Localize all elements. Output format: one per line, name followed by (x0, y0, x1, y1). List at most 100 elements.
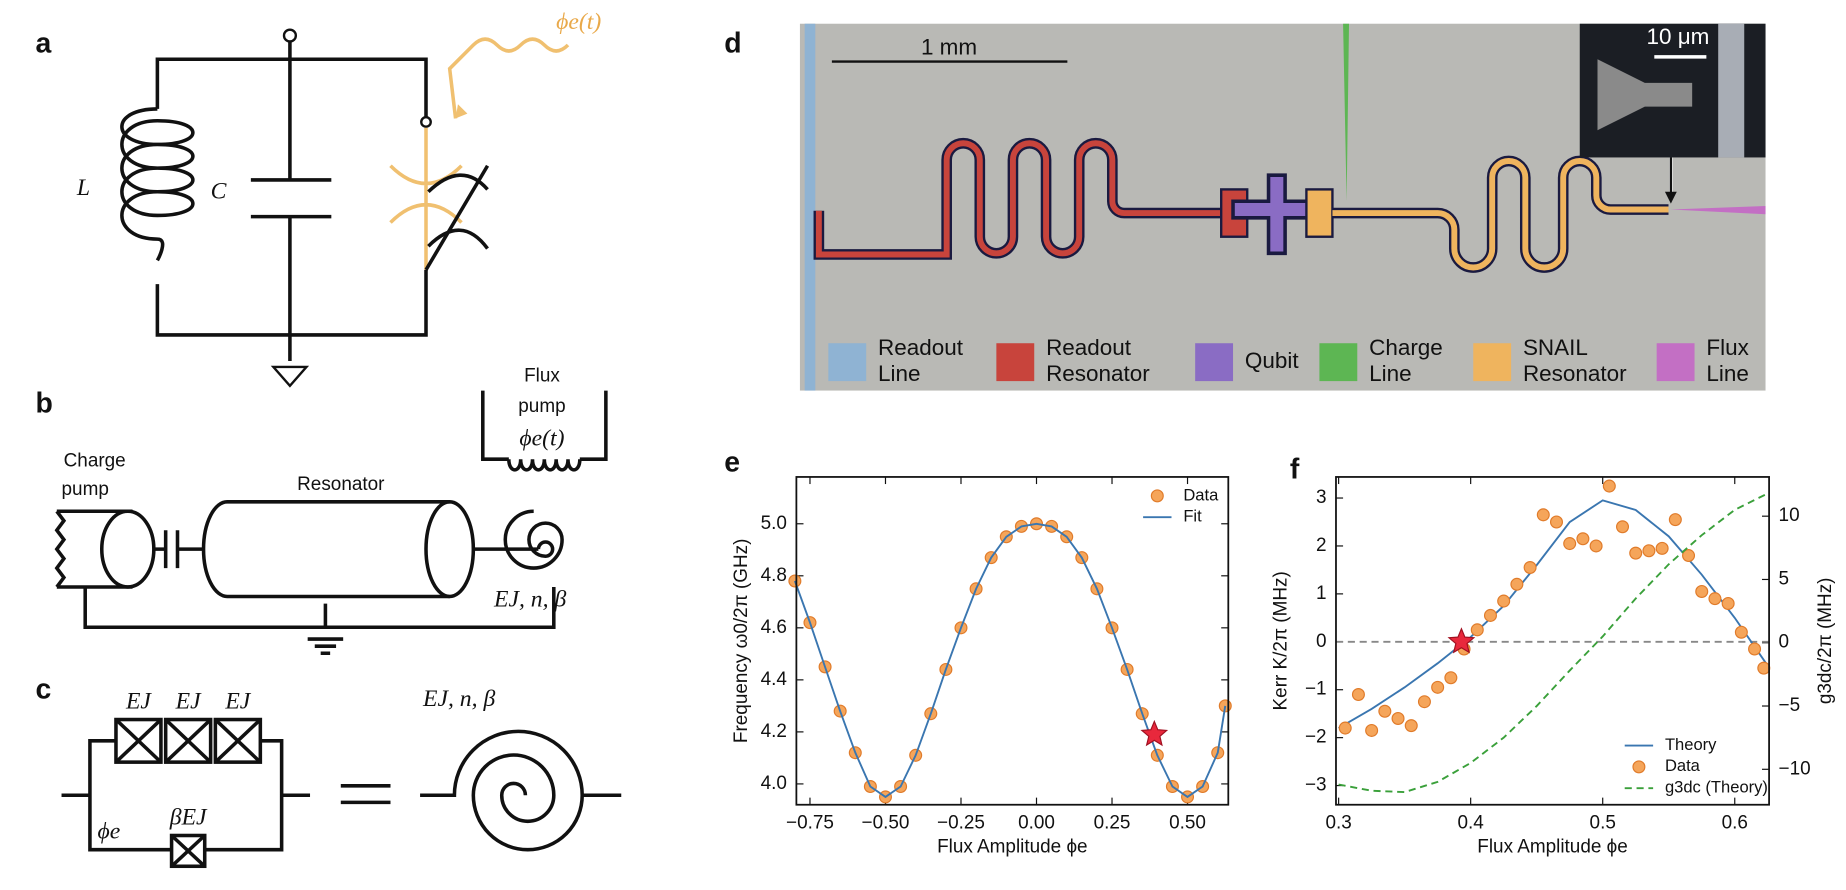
legend-label: Line (1369, 361, 1411, 386)
y-tick-label: −2 (1305, 727, 1327, 748)
highlight-star (1447, 627, 1476, 654)
label-flux-pump: Flux (524, 365, 560, 386)
y-tick-label: −1 (1305, 679, 1327, 700)
data-point (1523, 561, 1537, 575)
y2-tick-label: −5 (1779, 695, 1801, 716)
label-c: C (211, 178, 227, 204)
data-point (1655, 541, 1669, 555)
data-point (1642, 544, 1656, 558)
legend-swatch (1473, 343, 1512, 382)
legend-label: SNAIL (1523, 335, 1588, 360)
legend-label: Data (1183, 485, 1219, 504)
y-tick-label: 0 (1316, 631, 1327, 652)
data-point (1417, 695, 1431, 709)
legend-label: Resonator (1046, 361, 1150, 386)
data-point (1351, 688, 1365, 702)
y-tick-label: 4.0 (761, 773, 787, 794)
plot-frame (795, 476, 1230, 806)
legend-label: g3dc (Theory) (1665, 778, 1768, 797)
y-tick-label: 4.6 (761, 617, 787, 638)
data-point (1748, 642, 1762, 656)
data-point (1602, 479, 1616, 493)
x-axis-label: Flux Amplitude ϕe (1477, 836, 1627, 857)
y2-tick-label: 5 (1779, 568, 1790, 589)
data-point (1616, 520, 1630, 534)
legend-label: Line (878, 361, 920, 386)
scale-bar-label: 1 mm (921, 35, 977, 60)
legend-label: Theory (1665, 735, 1717, 754)
legend-swatch (1319, 343, 1358, 382)
label-flux-pump: pump (518, 396, 565, 417)
data-point (1708, 592, 1722, 606)
micrograph: 1 mm 10 μm ReadoutLineReadoutResonatorQu… (799, 23, 1766, 391)
y2-tick-label: 0 (1779, 632, 1790, 653)
legend-label: Readout (1046, 335, 1132, 360)
data-point (1563, 537, 1577, 551)
x-tick-label: −0.25 (937, 813, 985, 834)
x-tick-label: 0.00 (1018, 813, 1055, 834)
data-point (1338, 721, 1352, 735)
series-line (793, 522, 1227, 799)
y2-axis-label: g3dc/2π (MHz) (1815, 578, 1836, 705)
panel-label: c (36, 674, 52, 706)
data-point (1365, 723, 1379, 737)
x-tick-label: 0.3 (1325, 813, 1351, 834)
data-point (1629, 546, 1643, 560)
series-line (1338, 499, 1769, 729)
legend: ReadoutLineReadoutResonatorQubitChargeLi… (828, 335, 1749, 386)
data-point (1391, 711, 1405, 725)
label-charge: pump (62, 479, 109, 500)
data-point (1721, 596, 1735, 610)
panel-label: d (724, 28, 741, 60)
y2-tick-label: −10 (1779, 758, 1811, 779)
label-resonator: Resonator (297, 474, 384, 495)
label-charge: Charge (64, 451, 126, 472)
y-tick-label: 1 (1316, 583, 1327, 604)
data-point (1510, 577, 1524, 591)
data-point (1589, 539, 1603, 553)
y-tick-label: 5.0 (761, 513, 787, 534)
y-axis-label: Frequency ω0/2π (GHz) (731, 539, 752, 744)
y-axis-label: Kerr K/2π (MHz) (1271, 571, 1292, 710)
legend-label: Flux (1706, 335, 1748, 360)
legend-marker (1150, 489, 1164, 503)
panel-label: f (1290, 454, 1300, 486)
data-point (1695, 584, 1709, 598)
plot-frame (1335, 476, 1770, 806)
data-point (1444, 671, 1458, 685)
x-tick-label: 0.5 (1590, 813, 1616, 834)
data-point (1497, 594, 1511, 608)
label-snail: EJ, n, β (422, 686, 495, 712)
data-point (1404, 719, 1418, 733)
highlight-star (1140, 719, 1169, 747)
legend-label: Line (1706, 361, 1748, 386)
panel-label: a (36, 28, 52, 60)
legend-label: Data (1665, 756, 1701, 775)
legend-marker (1632, 760, 1646, 774)
label-beta-ej: βEJ (169, 804, 208, 830)
panel-label: b (36, 387, 53, 419)
data-point (1734, 625, 1748, 639)
y-tick-label: 2 (1316, 535, 1327, 556)
circuit-a: L C ϕe(t) (76, 9, 601, 388)
legend-label: Charge (1369, 335, 1443, 360)
data-point (1470, 623, 1484, 637)
y-tick-label: 4.2 (761, 721, 787, 742)
y2-tick-label: 10 (1779, 505, 1800, 526)
legend-swatch (828, 343, 867, 382)
label-snail: EJ, n, β (493, 587, 566, 613)
x-tick-label: −0.50 (862, 813, 910, 834)
panel-label: e (724, 446, 740, 478)
legend-swatch (1656, 343, 1695, 382)
data-point (1549, 515, 1564, 529)
label-flux: ϕe(t) (556, 9, 601, 35)
legend-label: Fit (1183, 507, 1202, 526)
label-flux: ϕe (97, 819, 120, 845)
y-tick-label: 3 (1316, 487, 1327, 508)
y-tick-label: −3 (1305, 775, 1327, 796)
legend-label: Qubit (1245, 348, 1299, 373)
label-ej: EJ (125, 688, 152, 714)
x-tick-label: 0.4 (1458, 813, 1484, 834)
data-point (1757, 661, 1771, 675)
